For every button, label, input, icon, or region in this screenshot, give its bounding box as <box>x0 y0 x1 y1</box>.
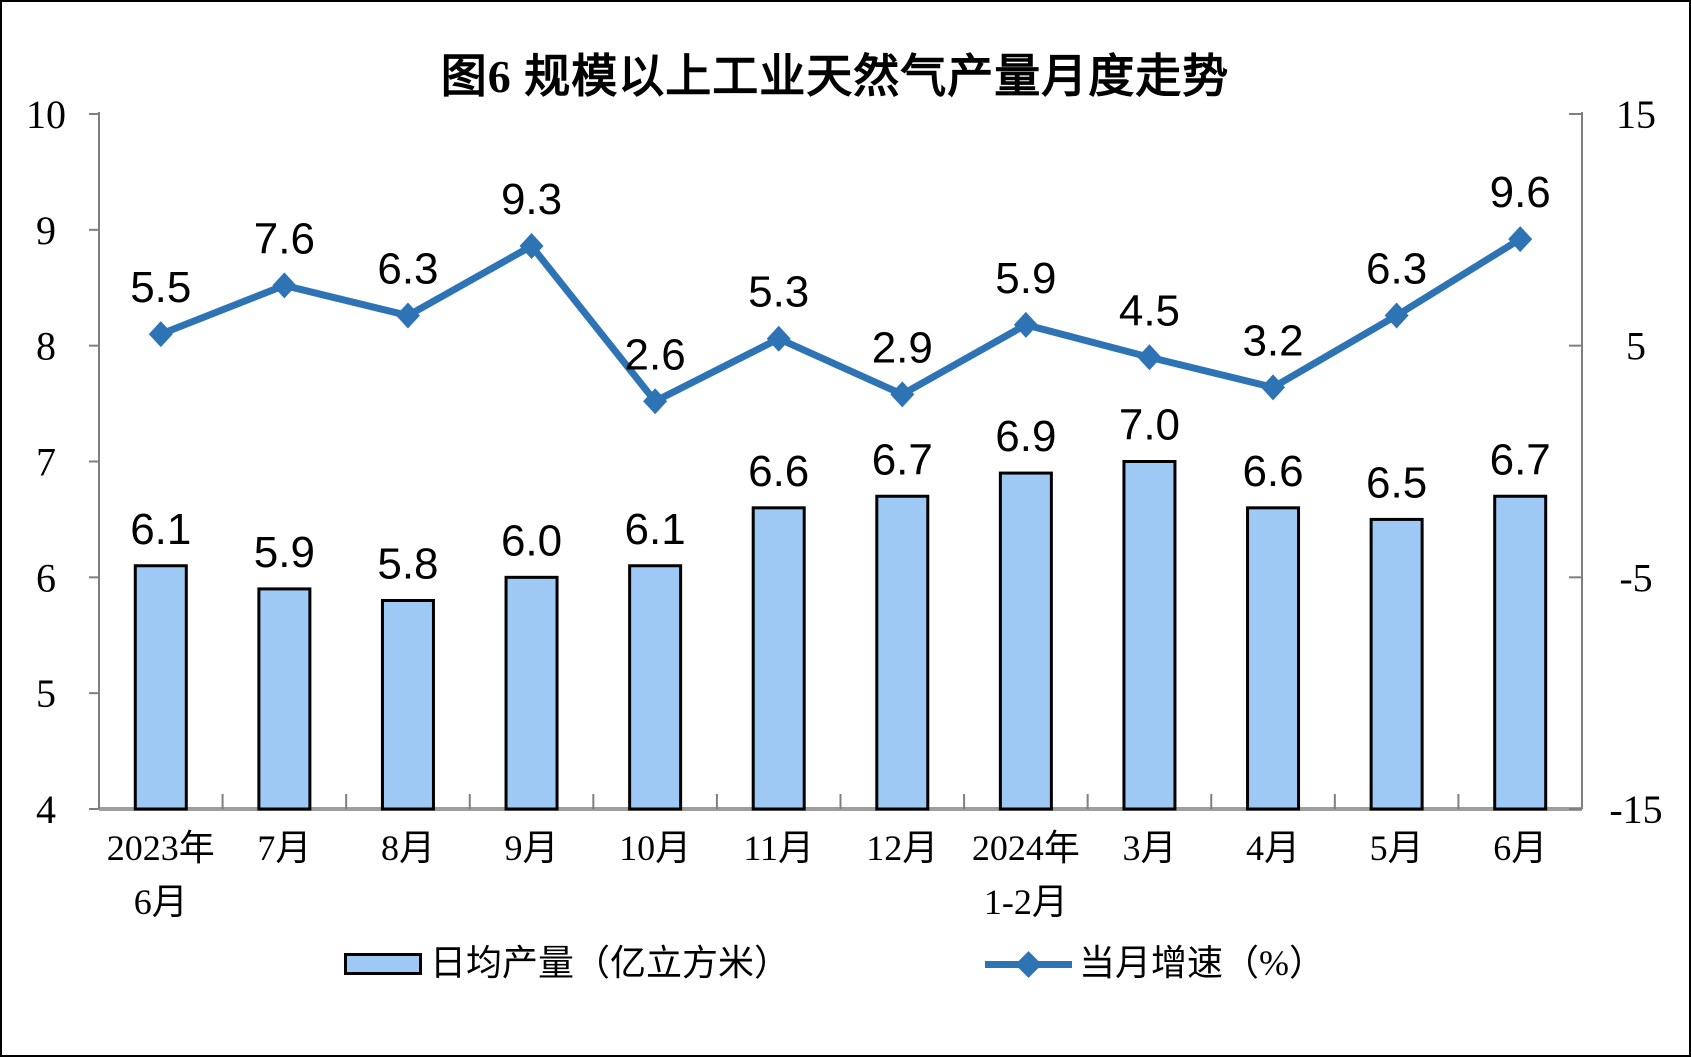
bar <box>875 494 930 811</box>
bar <box>133 564 188 811</box>
bar <box>751 506 806 811</box>
bar-value-label: 5.8 <box>377 540 438 589</box>
line-marker <box>395 302 420 329</box>
left-axis-tick-label: 7 <box>36 440 56 485</box>
bar-value-label: 7.0 <box>1119 401 1180 450</box>
line-series <box>159 236 1523 405</box>
bar <box>1122 460 1177 811</box>
right-axis-tick-label: -5 <box>1619 555 1652 600</box>
right-axis-tick-label: 5 <box>1626 324 1646 369</box>
line-value-label: 5.5 <box>130 263 191 312</box>
bar-value-label: 6.0 <box>501 516 562 565</box>
chart-title: 图6 规模以上工业天然气产量月度走势 <box>440 51 1230 102</box>
line-value-label: 7.6 <box>254 214 315 263</box>
bar-value-label: 5.9 <box>254 528 315 577</box>
line-value-label: 6.3 <box>1366 245 1427 294</box>
x-axis-label: 2024年 <box>972 828 1080 868</box>
bar-value-label: 6.6 <box>748 447 809 496</box>
x-axis-label: 9月 <box>505 828 559 868</box>
x-axis-label: 3月 <box>1122 828 1176 868</box>
line-value-label: 2.9 <box>872 323 933 372</box>
legend-bar-swatch-icon <box>344 953 422 975</box>
line-marker <box>1013 311 1038 338</box>
x-axis-label: 6月 <box>134 882 188 922</box>
line-marker <box>1384 302 1409 329</box>
x-axis-label: 2023年 <box>107 828 215 868</box>
line-value-label: 3.2 <box>1242 316 1303 365</box>
line-value-label: 2.6 <box>625 330 686 379</box>
bar <box>628 564 683 811</box>
x-axis-label: 8月 <box>381 828 435 868</box>
x-axis-label: 7月 <box>257 828 311 868</box>
line-marker <box>890 381 915 408</box>
line-value-label: 5.3 <box>748 268 809 317</box>
line-marker <box>1508 226 1533 253</box>
bar <box>380 599 435 811</box>
left-axis-tick-label: 10 <box>26 92 66 137</box>
x-axis-label: 11月 <box>743 828 814 868</box>
line-marker <box>519 233 544 260</box>
line-marker <box>1261 374 1286 401</box>
line-marker <box>1137 344 1162 371</box>
bar-value-label: 6.7 <box>1490 435 1551 484</box>
right-axis-tick-label: 15 <box>1616 92 1656 137</box>
bar <box>998 471 1053 811</box>
bar-value-label: 6.1 <box>625 505 686 554</box>
line-marker <box>643 388 668 415</box>
line-value-label: 6.3 <box>377 245 438 294</box>
bar <box>504 575 559 811</box>
legend-bar-label: 日均产量（亿立方米） <box>430 943 791 983</box>
bar-value-label: 6.1 <box>130 505 191 554</box>
bar <box>1493 494 1548 811</box>
bar <box>1369 517 1424 811</box>
line-marker <box>272 272 297 299</box>
bar <box>257 587 312 811</box>
line-value-label: 4.5 <box>1119 286 1180 335</box>
bar-value-label: 6.6 <box>1242 447 1303 496</box>
x-axis-label: 10月 <box>619 828 691 868</box>
line-value-label: 9.6 <box>1490 168 1551 217</box>
left-axis-tick-label: 5 <box>36 671 56 716</box>
bar <box>1246 506 1301 811</box>
line-value-label: 5.9 <box>995 254 1056 303</box>
x-axis-label: 5月 <box>1370 828 1424 868</box>
bar-value-label: 6.9 <box>995 412 1056 461</box>
right-axis-tick-label: -15 <box>1609 787 1662 832</box>
left-axis-tick-label: 6 <box>36 555 56 600</box>
line-value-label: 9.3 <box>501 175 562 224</box>
left-axis-tick-label: 4 <box>36 787 56 832</box>
bar-value-label: 6.7 <box>872 435 933 484</box>
x-axis-label: 12月 <box>866 828 938 868</box>
line-marker <box>766 325 791 352</box>
left-axis-tick-label: 9 <box>36 208 56 253</box>
x-axis-label: 6月 <box>1493 828 1547 868</box>
bar-value-label: 6.5 <box>1366 458 1427 507</box>
x-axis-label: 1-2月 <box>984 882 1068 922</box>
x-axis-label: 4月 <box>1246 828 1300 868</box>
legend-line-label: 当月增速（%） <box>1079 943 1325 983</box>
line-marker <box>148 321 173 348</box>
left-axis-tick-label: 8 <box>36 324 56 369</box>
